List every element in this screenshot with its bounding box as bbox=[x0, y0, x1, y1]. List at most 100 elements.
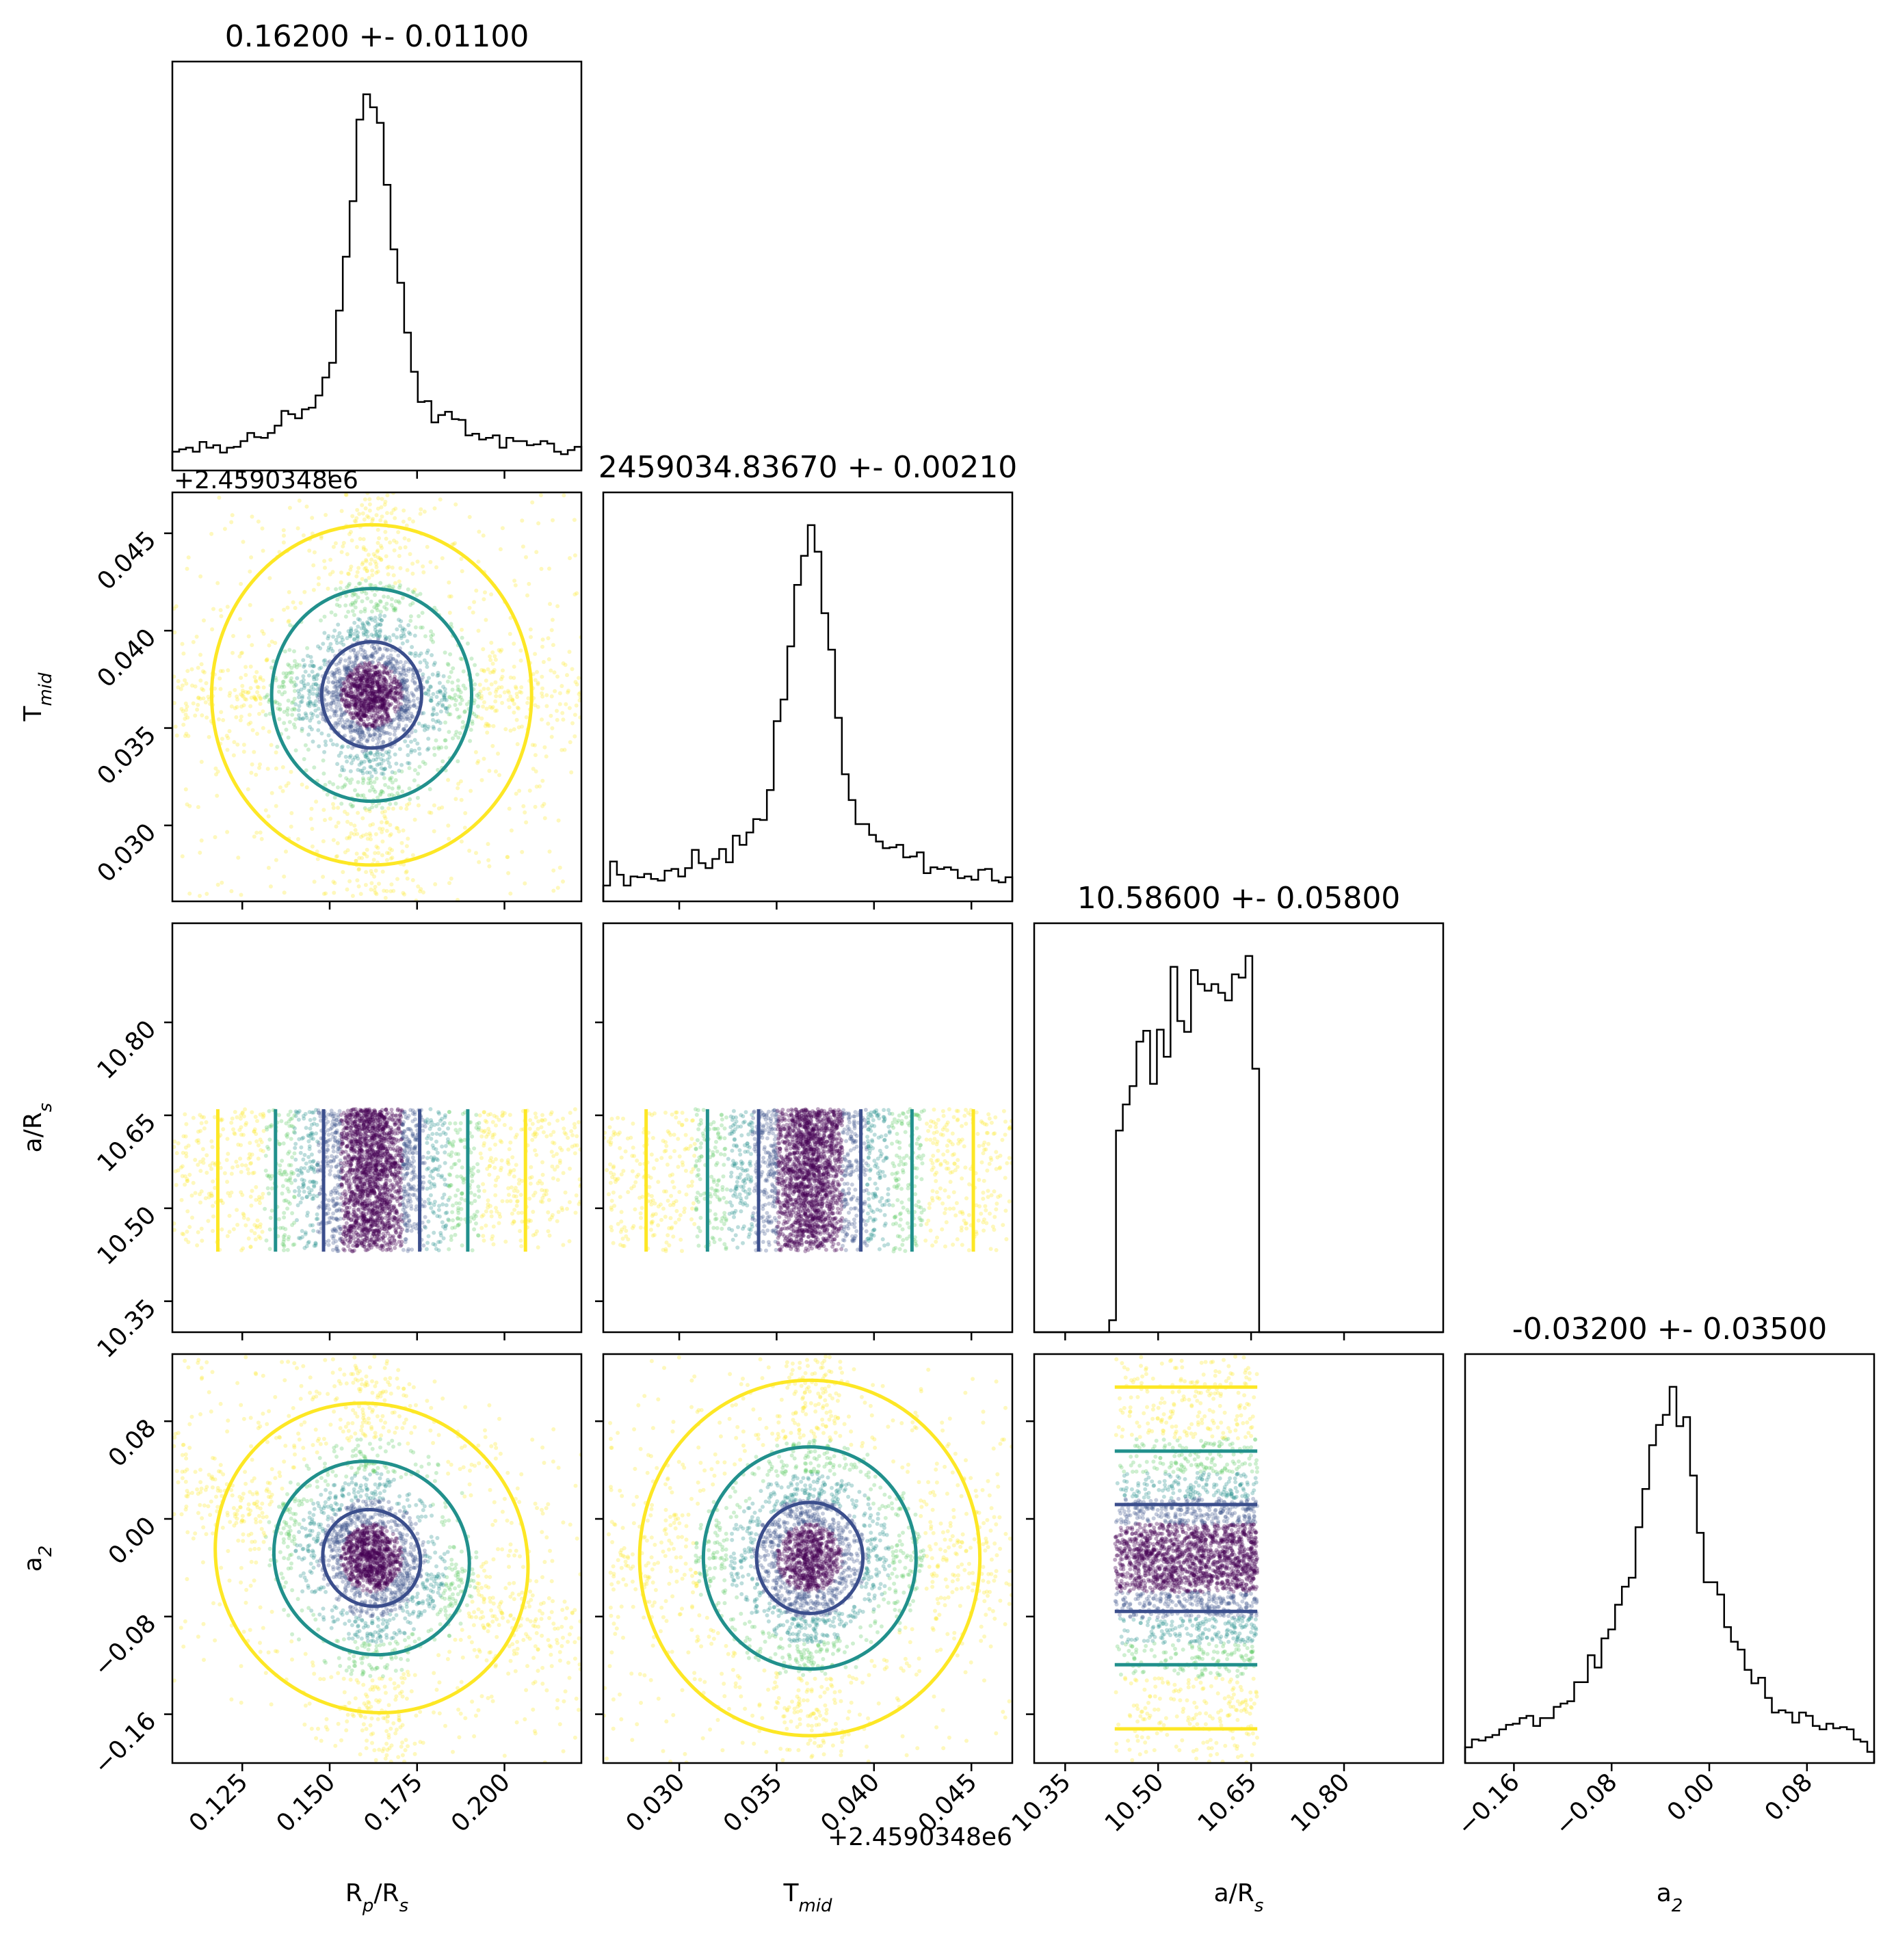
scatter-point bbox=[389, 1114, 393, 1119]
scatter-point bbox=[384, 1178, 389, 1183]
scatter-point bbox=[299, 687, 304, 692]
scatter-point bbox=[235, 697, 240, 702]
scatter-point bbox=[376, 1233, 380, 1238]
scatter-point bbox=[338, 720, 342, 725]
scatter-point bbox=[460, 635, 464, 640]
scatter-point bbox=[376, 691, 381, 696]
scatter-point bbox=[370, 1130, 375, 1135]
scatter-point bbox=[454, 730, 459, 734]
scatter-point bbox=[393, 670, 397, 675]
scatter-point bbox=[378, 1115, 382, 1120]
scatter-point bbox=[349, 1117, 353, 1122]
scatter-point bbox=[404, 1141, 408, 1146]
scatter-point bbox=[173, 1169, 178, 1174]
scatter-point bbox=[447, 730, 451, 734]
scatter-point bbox=[378, 599, 382, 603]
scatter-point bbox=[471, 1217, 476, 1221]
scatter-point bbox=[400, 693, 404, 698]
scatter-point bbox=[376, 683, 380, 687]
scatter-point bbox=[379, 657, 384, 661]
scatter-point bbox=[354, 1187, 358, 1192]
scatter-point bbox=[184, 1151, 189, 1156]
scatter-point bbox=[356, 676, 361, 680]
scatter-point bbox=[351, 804, 356, 808]
scatter-point bbox=[334, 1208, 339, 1213]
scatter-point bbox=[281, 671, 286, 676]
scatter-point bbox=[378, 581, 383, 585]
scatter-point bbox=[284, 1178, 289, 1182]
scatter-point bbox=[483, 590, 487, 595]
scatter-point bbox=[393, 608, 397, 613]
scatter-point bbox=[343, 1208, 347, 1213]
scatter-point bbox=[431, 1176, 436, 1180]
scatter-point bbox=[293, 659, 297, 663]
scatter-point bbox=[327, 690, 332, 695]
scatter-point bbox=[302, 664, 306, 669]
scatter-point bbox=[331, 1200, 336, 1204]
scatter-point bbox=[423, 691, 428, 696]
scatter-point bbox=[425, 665, 430, 670]
scatter-point bbox=[421, 890, 425, 895]
scatter-point bbox=[436, 670, 440, 675]
scatter-point bbox=[336, 1115, 341, 1120]
scatter-point bbox=[248, 569, 252, 574]
scatter-point bbox=[593, 686, 597, 690]
scatter-point bbox=[386, 1146, 391, 1151]
scatter-point bbox=[487, 1172, 492, 1177]
scatter-point bbox=[172, 630, 177, 635]
scatter-point bbox=[360, 590, 365, 594]
scatter-point bbox=[439, 1175, 444, 1180]
scatter-point bbox=[354, 654, 358, 659]
scatter-point bbox=[389, 597, 394, 602]
scatter-point bbox=[306, 701, 311, 706]
scatter-point bbox=[370, 618, 374, 622]
scatter-point bbox=[378, 628, 382, 633]
scatter-point bbox=[354, 1130, 358, 1135]
scatter-point bbox=[397, 713, 402, 717]
scatter-point bbox=[334, 1130, 339, 1135]
scatter-point bbox=[326, 1139, 330, 1143]
scatter-point bbox=[187, 891, 192, 896]
scatter-point bbox=[232, 1130, 237, 1135]
scatter-point bbox=[399, 681, 404, 686]
scatter-point bbox=[437, 1214, 442, 1219]
scatter-point bbox=[351, 1176, 356, 1181]
scatter-point bbox=[378, 647, 382, 652]
scatter-point bbox=[353, 1123, 358, 1128]
scatter-point bbox=[227, 1213, 232, 1218]
scatter-point bbox=[354, 1133, 358, 1137]
scatter-point bbox=[359, 1189, 364, 1193]
scatter-point bbox=[393, 1228, 397, 1233]
scatter-point bbox=[367, 1203, 372, 1208]
scatter-point bbox=[377, 685, 382, 689]
scatter-point bbox=[367, 497, 372, 501]
scatter-point bbox=[575, 682, 579, 687]
scatter-point bbox=[411, 698, 416, 703]
scatter-point bbox=[410, 1187, 415, 1191]
scatter-point bbox=[370, 704, 375, 709]
scatter-point bbox=[374, 1141, 379, 1145]
scatter-point bbox=[488, 1112, 493, 1117]
scatter-point bbox=[349, 680, 353, 685]
scatter-point bbox=[348, 769, 353, 773]
scatter-point bbox=[373, 719, 378, 724]
scatter-point bbox=[425, 679, 430, 684]
scatter-point bbox=[371, 721, 376, 725]
scatter-point bbox=[412, 587, 417, 592]
scatter-point bbox=[309, 685, 314, 689]
scatter-point bbox=[345, 1133, 350, 1137]
scatter-point bbox=[200, 669, 205, 674]
scatter-point bbox=[403, 1222, 408, 1227]
scatter-point bbox=[393, 686, 397, 691]
scatter-point bbox=[380, 1202, 384, 1207]
scatter-point bbox=[343, 1225, 347, 1229]
scatter-point bbox=[343, 850, 347, 855]
scatter-point bbox=[345, 666, 350, 671]
scatter-point bbox=[400, 789, 405, 794]
scatter-point bbox=[286, 620, 291, 624]
scatter-point bbox=[213, 835, 218, 840]
scatter-point bbox=[375, 1220, 380, 1225]
scatter-point bbox=[345, 665, 350, 670]
scatter-point bbox=[362, 1131, 367, 1136]
scatter-point bbox=[549, 668, 553, 673]
